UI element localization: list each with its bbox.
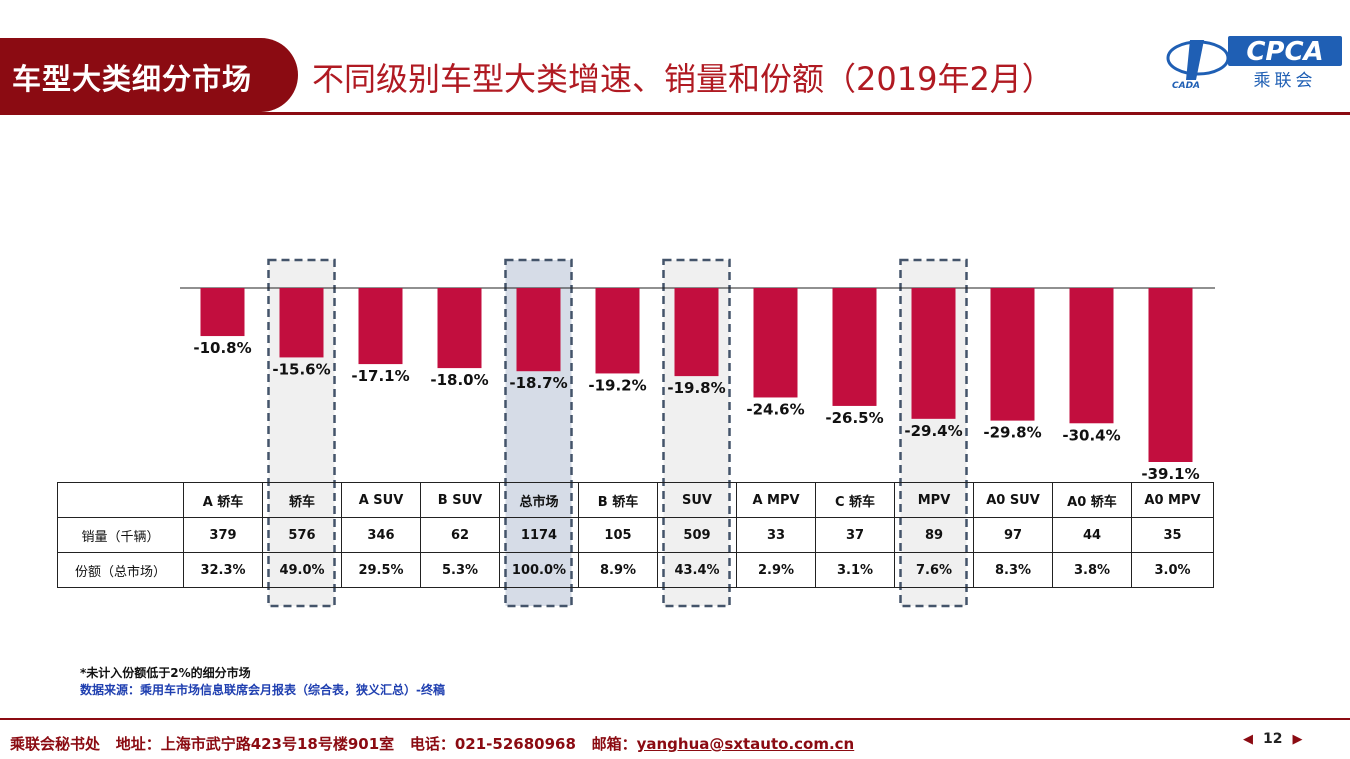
table-row-sales: 销量（千辆） 379 576 346 62 1174 105 509 33 37…	[57, 517, 1214, 553]
share-cell: 8.3%	[973, 552, 1053, 588]
share-cell: 7.6%	[894, 552, 974, 588]
sales-share-table: A 轿车 轿车 A SUV B SUV 总市场 B 轿车 SUV A MPV C…	[57, 482, 1214, 588]
bar	[279, 288, 324, 358]
value-label-layer: -10.8% -15.6% -17.1% -18.0% -18.7% -19.2% -19.…	[193, 339, 1199, 483]
bar	[753, 288, 798, 398]
sales-cell: 105	[578, 517, 658, 553]
share-cell: 5.3%	[420, 552, 500, 588]
bar	[832, 288, 877, 406]
sales-cell: 509	[657, 517, 737, 553]
table-header-cell: A MPV	[736, 482, 816, 518]
sales-cell: 35	[1131, 517, 1214, 553]
table-header-row: A 轿车 轿车 A SUV B SUV 总市场 B 轿车 SUV A MPV C…	[57, 482, 1214, 518]
logo-subtitle: 乘联会	[1254, 71, 1317, 91]
bar	[358, 288, 403, 365]
next-page-icon[interactable]: ▶	[1292, 732, 1303, 747]
footer-phone: 电话：021-52680968	[409, 735, 576, 753]
row-label-share: 份额（总市场）	[57, 552, 184, 588]
value-label: -24.6%	[746, 400, 804, 418]
share-cell: 29.5%	[341, 552, 421, 588]
share-cell: 100.0%	[499, 552, 579, 588]
footer-email-link[interactable]: yanghua@sxtauto.com.cn	[636, 735, 855, 753]
bar	[595, 288, 640, 374]
sales-cell: 62	[420, 517, 500, 553]
data-source: 数据来源：乘用车市场信息联席会月报表（综合表，狭义汇总）-终稿	[80, 683, 445, 697]
bar	[437, 288, 482, 369]
share-cell: 49.0%	[262, 552, 342, 588]
share-cell: 2.9%	[736, 552, 816, 588]
table-header-cell: 轿车	[262, 482, 342, 518]
table-header-cell: C 轿车	[815, 482, 895, 518]
table-corner-cell	[57, 482, 184, 518]
value-label: -30.4%	[1062, 426, 1120, 444]
share-cell: 8.9%	[578, 552, 658, 588]
sales-cell: 379	[183, 517, 263, 553]
section-badge	[0, 38, 298, 112]
value-label: -18.7%	[509, 374, 567, 392]
share-cell: 43.4%	[657, 552, 737, 588]
sales-cell: 1174	[499, 517, 579, 553]
value-label: -10.8%	[193, 339, 251, 357]
sales-cell: 89	[894, 517, 974, 553]
logo-text: CPCA	[1246, 37, 1323, 67]
bar	[674, 288, 719, 377]
value-label: -29.8%	[983, 424, 1041, 442]
value-label: -26.5%	[825, 409, 883, 427]
share-cell: 3.8%	[1052, 552, 1132, 588]
sales-cell: 97	[973, 517, 1053, 553]
table-header-cell: B SUV	[420, 482, 500, 518]
footer-org: 乘联会秘书处	[10, 735, 101, 753]
share-cell: 3.1%	[815, 552, 895, 588]
footer-email-label: 邮箱：	[591, 735, 637, 753]
sales-cell: 37	[815, 517, 895, 553]
pager: ◀ 12 ▶	[1243, 731, 1302, 747]
sales-cell: 33	[736, 517, 816, 553]
page-number: 12	[1263, 731, 1283, 747]
value-label: -17.1%	[351, 367, 409, 385]
cpca-logo: CADA CPCA 乘联会	[1166, 36, 1342, 91]
sales-cell: 44	[1052, 517, 1132, 553]
bar	[1148, 288, 1193, 462]
table-header-cell: A0 SUV	[973, 482, 1053, 518]
value-label: -39.1%	[1141, 465, 1199, 483]
logo-mark-icon	[1186, 40, 1204, 80]
sales-cell: 346	[341, 517, 421, 553]
table-header-cell: SUV	[657, 482, 737, 518]
table-header-cell: B 轿车	[578, 482, 658, 518]
table-header-cell: A0 轿车	[1052, 482, 1132, 518]
footer-address: 地址：上海市武宁路423号18号楼901室	[115, 735, 395, 753]
table-header-cell: MPV	[894, 482, 974, 518]
header-divider	[0, 112, 1350, 115]
value-label: -19.8%	[667, 379, 725, 397]
logo-mark-text: CADA	[1172, 81, 1200, 91]
value-label: -19.2%	[588, 376, 646, 394]
section-title: 车型大类细分市场	[12, 62, 253, 96]
table-header-cell: A SUV	[341, 482, 421, 518]
bar	[200, 288, 245, 337]
value-label: -29.4%	[904, 422, 962, 440]
share-cell: 3.0%	[1131, 552, 1214, 588]
logo-box	[1228, 36, 1342, 66]
table-header-cell: A 轿车	[183, 482, 263, 518]
prev-page-icon[interactable]: ◀	[1243, 732, 1253, 747]
table-row-share: 份额（总市场） 32.3% 49.0% 29.5% 5.3% 100.0% 8.…	[57, 552, 1214, 588]
row-label-sales: 销量（千辆）	[57, 517, 184, 553]
footer-divider	[0, 718, 1350, 720]
sales-cell: 576	[262, 517, 342, 553]
value-label: -15.6%	[272, 360, 330, 378]
bar	[516, 288, 561, 372]
table-header-cell: A0 MPV	[1131, 482, 1214, 518]
value-label: -18.0%	[430, 371, 488, 389]
share-cell: 32.3%	[183, 552, 263, 588]
bar	[911, 288, 956, 419]
bar	[990, 288, 1035, 421]
footer-contact: 乘联会秘书处 地址：上海市武宁路423号18号楼901室 电话：021-5268…	[10, 733, 854, 754]
bar-layer	[200, 288, 1193, 462]
table-header-cell: 总市场	[499, 482, 579, 518]
bar	[1069, 288, 1114, 424]
footnote: *未计入份额低于2%的细分市场	[80, 666, 251, 680]
page-title: 不同级别车型大类增速、销量和份额（2019年2月）	[312, 60, 1054, 98]
